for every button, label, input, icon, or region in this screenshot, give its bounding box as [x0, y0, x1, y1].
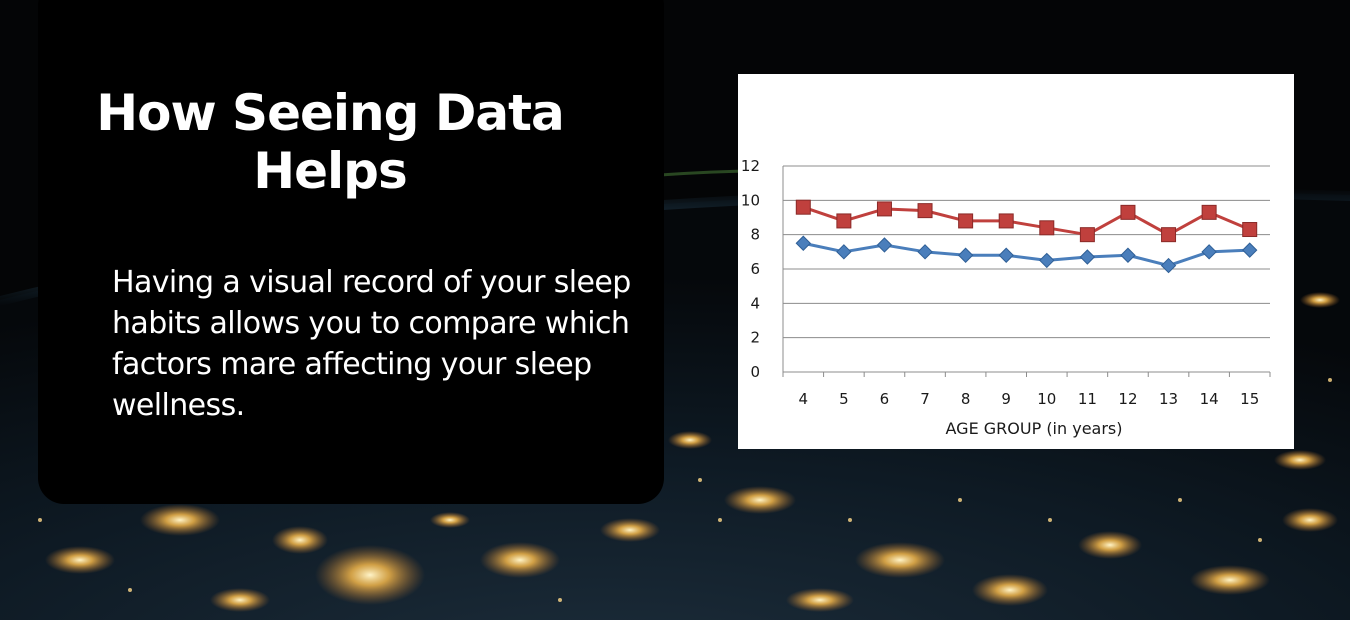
series-line	[802, 241, 1250, 268]
data-point-diamond	[1242, 242, 1258, 258]
x-tick-label: 6	[880, 390, 890, 408]
data-point-diamond	[1160, 257, 1177, 274]
data-point-diamond	[836, 244, 852, 260]
data-point-diamond	[1201, 244, 1217, 260]
x-tick-label: 5	[839, 390, 849, 408]
data-point-square	[1039, 220, 1055, 236]
y-tick-label: 2	[750, 329, 760, 347]
x-tick-label: 8	[961, 390, 971, 408]
data-point-diamond	[1079, 249, 1096, 265]
x-tick-label: 11	[1078, 390, 1097, 408]
x-tick-label: 13	[1159, 390, 1178, 408]
data-point-diamond	[998, 247, 1014, 263]
data-point-square	[1242, 222, 1258, 238]
data-point-diamond	[876, 237, 893, 253]
y-tick-label: 12	[741, 157, 760, 175]
x-tick-label: 12	[1118, 390, 1137, 408]
slide-body-text: Having a visual record of your sleep hab…	[112, 265, 631, 423]
y-tick-label: 0	[750, 363, 760, 381]
data-point-diamond	[1039, 252, 1055, 269]
x-axis-title: AGE GROUP (in years)	[946, 419, 1123, 438]
data-point-square	[1161, 227, 1177, 243]
x-tick-label: 15	[1240, 390, 1259, 408]
y-tick-label: 8	[750, 226, 760, 244]
line-chart: 0 2 4 6 8 10 12 4 5 6 7 8 9 10 11 12 13 14 15 AGE GROUP (in…	[741, 157, 1271, 438]
data-point-diamond	[957, 247, 974, 263]
data-point-diamond	[917, 244, 933, 260]
x-tick-label: 9	[1001, 390, 1011, 408]
y-tick-label: 4	[750, 294, 760, 312]
chart-card: 0 2 4 6 8 10 12 4 5 6 7 8 9 10 11 12 13 14 15 AGE GROUP (in…	[738, 74, 1294, 449]
data-point-square	[998, 213, 1014, 229]
data-point-square	[1201, 204, 1217, 220]
data-point-diamond	[795, 235, 811, 251]
data-point-square	[958, 213, 974, 229]
slide-title: How Seeing Data Helps	[96, 84, 564, 200]
data-point-square	[795, 199, 811, 215]
data-point-square	[836, 213, 852, 229]
text-panel	[38, 0, 664, 504]
y-tick-label: 6	[750, 260, 760, 278]
x-tick-label: 14	[1200, 390, 1219, 408]
x-tick-label: 10	[1037, 390, 1056, 408]
data-point-diamond	[1120, 247, 1136, 263]
series-line	[802, 205, 1251, 237]
data-point-square	[1079, 227, 1095, 243]
data-point-square	[917, 203, 933, 219]
x-tick-label: 4	[799, 390, 809, 408]
x-tick-label: 7	[920, 390, 930, 408]
data-point-square	[1120, 204, 1136, 220]
data-point-square	[876, 201, 892, 217]
y-tick-label: 10	[741, 191, 760, 209]
